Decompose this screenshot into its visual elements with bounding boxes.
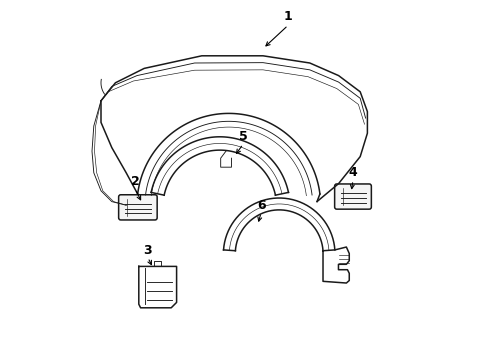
Text: 6: 6 — [257, 199, 266, 212]
FancyBboxPatch shape — [335, 184, 371, 209]
Text: 2: 2 — [131, 175, 140, 188]
FancyBboxPatch shape — [119, 195, 157, 220]
Text: 5: 5 — [239, 130, 247, 143]
Text: 4: 4 — [348, 166, 357, 179]
Text: 1: 1 — [284, 10, 293, 23]
Text: 3: 3 — [144, 244, 152, 257]
